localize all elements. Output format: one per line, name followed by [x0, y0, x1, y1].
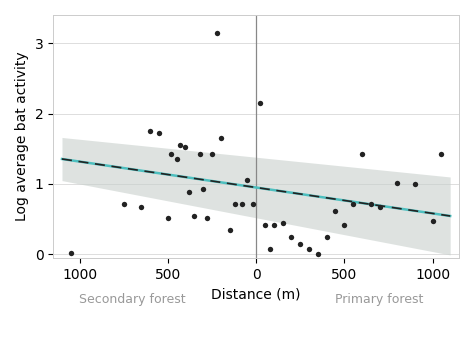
Point [288, 234, 295, 239]
Point [173, 157, 181, 162]
Point [67, 250, 74, 256]
Point [349, 201, 357, 206]
Point [191, 213, 198, 218]
Point [367, 201, 374, 206]
Point [238, 201, 246, 206]
Point [429, 218, 437, 223]
Point [208, 152, 216, 157]
Point [231, 201, 239, 206]
Point [168, 152, 175, 157]
Point [270, 222, 277, 227]
Point [261, 222, 269, 227]
Point [203, 215, 210, 221]
Point [323, 234, 330, 239]
X-axis label: Distance (m): Distance (m) [211, 287, 301, 301]
Point [185, 190, 193, 195]
Point [164, 215, 172, 221]
Text: Secondary forest: Secondary forest [79, 293, 186, 306]
Point [146, 129, 154, 134]
Point [244, 178, 251, 183]
Point [332, 208, 339, 213]
Point [196, 152, 203, 157]
Point [279, 220, 286, 225]
Y-axis label: Log average bat activity: Log average bat activity [15, 51, 29, 221]
Text: Primary forest: Primary forest [336, 293, 424, 306]
Point [155, 131, 163, 136]
Point [314, 252, 322, 257]
Point [217, 135, 225, 141]
Point [200, 186, 207, 192]
Point [438, 152, 445, 157]
Point [182, 145, 189, 150]
Point [340, 222, 348, 227]
Point [305, 246, 313, 251]
Point [226, 227, 233, 233]
Point [176, 143, 184, 148]
Point [137, 204, 145, 209]
Point [376, 204, 383, 209]
Point [213, 30, 221, 35]
Point [249, 201, 256, 206]
Point [120, 201, 128, 206]
Point [296, 241, 304, 247]
Point [256, 100, 264, 106]
Point [411, 181, 419, 187]
Point [266, 246, 274, 251]
Point [358, 152, 366, 157]
Point [393, 180, 401, 185]
